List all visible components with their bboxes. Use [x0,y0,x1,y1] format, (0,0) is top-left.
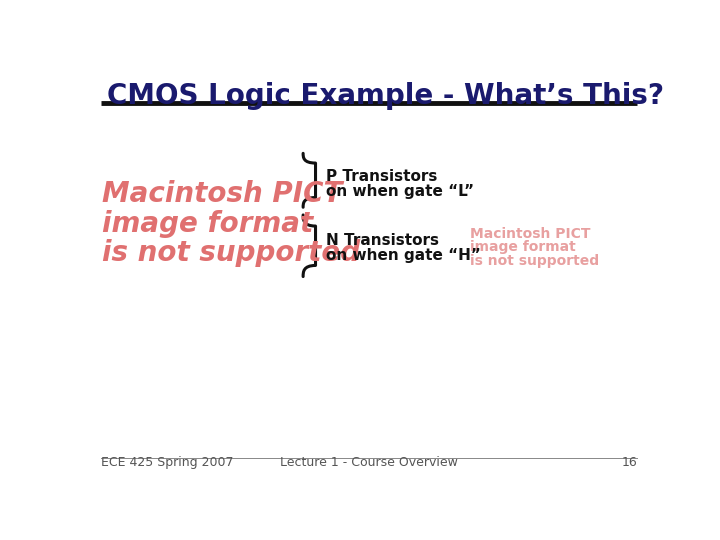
Text: N Transistors: N Transistors [326,233,439,248]
Text: Macintosh PICT: Macintosh PICT [469,226,590,240]
Text: image format: image format [102,210,313,238]
Text: on when gate “H”: on when gate “H” [326,248,481,263]
Text: Lecture 1 - Course Overview: Lecture 1 - Course Overview [280,456,458,469]
Text: Macintosh PICT: Macintosh PICT [102,180,342,208]
Text: image format: image format [469,240,575,254]
Text: is not supported: is not supported [102,239,360,267]
Text: 16: 16 [621,456,637,469]
Text: P Transistors: P Transistors [326,168,438,184]
Text: CMOS Logic Example - What’s This?: CMOS Logic Example - What’s This? [107,82,664,110]
Text: is not supported: is not supported [469,254,599,268]
Text: ECE 425 Spring 2007: ECE 425 Spring 2007 [101,456,233,469]
Text: on when gate “L”: on when gate “L” [326,184,474,199]
